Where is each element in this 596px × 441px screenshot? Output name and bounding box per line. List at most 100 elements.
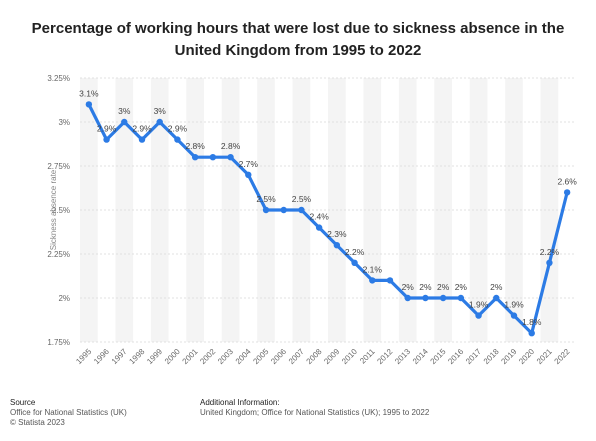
x-tick-label: 2020 — [517, 347, 536, 366]
data-point[interactable] — [85, 101, 93, 108]
x-tick-label: 2007 — [287, 347, 306, 366]
data-point[interactable] — [369, 277, 376, 284]
source-name[interactable]: Office for National Statistics (UK) — [10, 408, 127, 417]
y-tick-label: 2% — [58, 294, 70, 303]
data-point[interactable] — [546, 259, 553, 266]
data-label: 1.8% — [522, 317, 542, 327]
column-band — [398, 78, 417, 342]
y-axis-label: Sickness absence rate — [49, 169, 58, 250]
column-band — [469, 78, 488, 342]
x-tick-label: 2001 — [181, 347, 200, 366]
x-tick-label: 2005 — [251, 347, 270, 366]
additional-info-heading: Additional Information: — [200, 398, 280, 407]
x-tick-label: 2004 — [234, 347, 253, 366]
series-line — [87, 102, 569, 335]
data-label: 2.4% — [309, 212, 329, 222]
data-point[interactable] — [245, 171, 252, 178]
data-label: 2.7% — [239, 159, 259, 169]
y-axis-ticks: 1.75% 2% 2.25% 2.5% 2.75% 3% 3.25% — [47, 74, 70, 347]
y-tick-label: 1.75% — [47, 338, 70, 347]
data-label: 3% — [118, 106, 131, 116]
data-label: 2.5% — [256, 194, 276, 204]
data-label: 3% — [154, 106, 167, 116]
x-tick-label: 2016 — [446, 347, 465, 366]
additional-info-text: United Kingdom; Office for National Stat… — [200, 408, 430, 417]
x-tick-label: 2015 — [429, 347, 448, 366]
data-point[interactable] — [138, 136, 146, 143]
data-point[interactable] — [298, 206, 305, 214]
grid-lines — [80, 77, 576, 343]
x-tick-label: 2002 — [198, 347, 217, 366]
data-label: 1.9% — [504, 300, 524, 310]
x-tick-label: 2021 — [535, 347, 554, 366]
data-label: 2.8% — [221, 141, 241, 151]
data-points — [85, 101, 571, 337]
data-label: 2.2% — [345, 247, 365, 257]
data-point[interactable] — [191, 154, 199, 161]
data-point[interactable] — [493, 294, 500, 302]
x-tick-label: 2017 — [464, 347, 483, 366]
data-labels: 3.1%2.9%3%2.9%3%2.9%2.8% 2.8%2.7%2.5% 2.5%… — [79, 88, 577, 327]
data-label: 2.9% — [168, 124, 188, 134]
y-tick-label: 2.75% — [47, 162, 70, 171]
data-point[interactable] — [563, 189, 571, 196]
x-tick-label: 1998 — [127, 347, 146, 366]
data-label: 2.9% — [132, 124, 152, 134]
data-label: 2% — [402, 282, 415, 292]
y-tick-label: 3.25% — [47, 74, 70, 83]
x-tick-label: 2018 — [482, 347, 501, 366]
data-point[interactable] — [351, 259, 358, 266]
column-band — [434, 78, 452, 342]
data-point[interactable] — [262, 206, 270, 214]
y-tick-label: 3% — [58, 118, 70, 127]
column-band — [186, 78, 204, 342]
data-point[interactable] — [209, 154, 217, 161]
data-point[interactable] — [439, 294, 447, 302]
copyright: © Statista 2023 — [10, 418, 65, 427]
data-point[interactable] — [280, 206, 287, 214]
source-heading: Source — [10, 398, 36, 407]
data-point[interactable] — [227, 154, 234, 161]
data-label: 2.1% — [363, 264, 383, 274]
data-point[interactable] — [457, 294, 465, 302]
x-tick-label: 2022 — [553, 347, 572, 366]
x-tick-label: 1997 — [110, 347, 129, 366]
data-point[interactable] — [156, 118, 163, 126]
x-tick-label: 2008 — [305, 347, 324, 366]
data-label: 1.9% — [469, 300, 489, 310]
data-label: 2% — [437, 282, 450, 292]
data-label: 2.5% — [292, 194, 312, 204]
data-point[interactable] — [103, 136, 110, 143]
data-label: 2% — [419, 282, 432, 292]
column-band — [221, 78, 240, 342]
data-label: 3.1% — [79, 88, 99, 98]
x-tick-label: 2010 — [340, 347, 359, 366]
x-tick-label: 2011 — [358, 347, 377, 366]
data-point[interactable] — [528, 330, 535, 337]
data-point[interactable] — [422, 294, 429, 302]
additional-info-block: Additional Information: United Kingdom; … — [200, 398, 429, 418]
data-point[interactable] — [510, 312, 518, 319]
data-point[interactable] — [475, 312, 482, 319]
source-block: Source Office for National Statistics (U… — [10, 398, 127, 428]
x-axis-ticks: 1995199619971998199920002001200220032004… — [74, 347, 572, 366]
x-tick-label: 1996 — [92, 347, 111, 366]
data-label: 2% — [490, 282, 503, 292]
x-tick-label: 1995 — [74, 347, 93, 366]
data-label: 2.3% — [327, 229, 347, 239]
data-point[interactable] — [315, 224, 323, 231]
data-point[interactable] — [404, 294, 411, 302]
data-label: 2% — [455, 282, 468, 292]
x-tick-label: 2009 — [322, 347, 341, 366]
y-tick-label: 2.5% — [52, 206, 70, 215]
x-tick-label: 2013 — [393, 347, 412, 366]
x-tick-label: 2014 — [411, 347, 430, 366]
data-label: 2.9% — [97, 124, 117, 134]
data-point[interactable] — [121, 118, 128, 126]
data-point[interactable] — [333, 242, 341, 249]
chart-title: Percentage of working hours that were lo… — [31, 20, 565, 59]
data-point[interactable] — [386, 277, 394, 284]
data-label: 2.8% — [185, 141, 205, 151]
data-point[interactable] — [174, 136, 181, 143]
